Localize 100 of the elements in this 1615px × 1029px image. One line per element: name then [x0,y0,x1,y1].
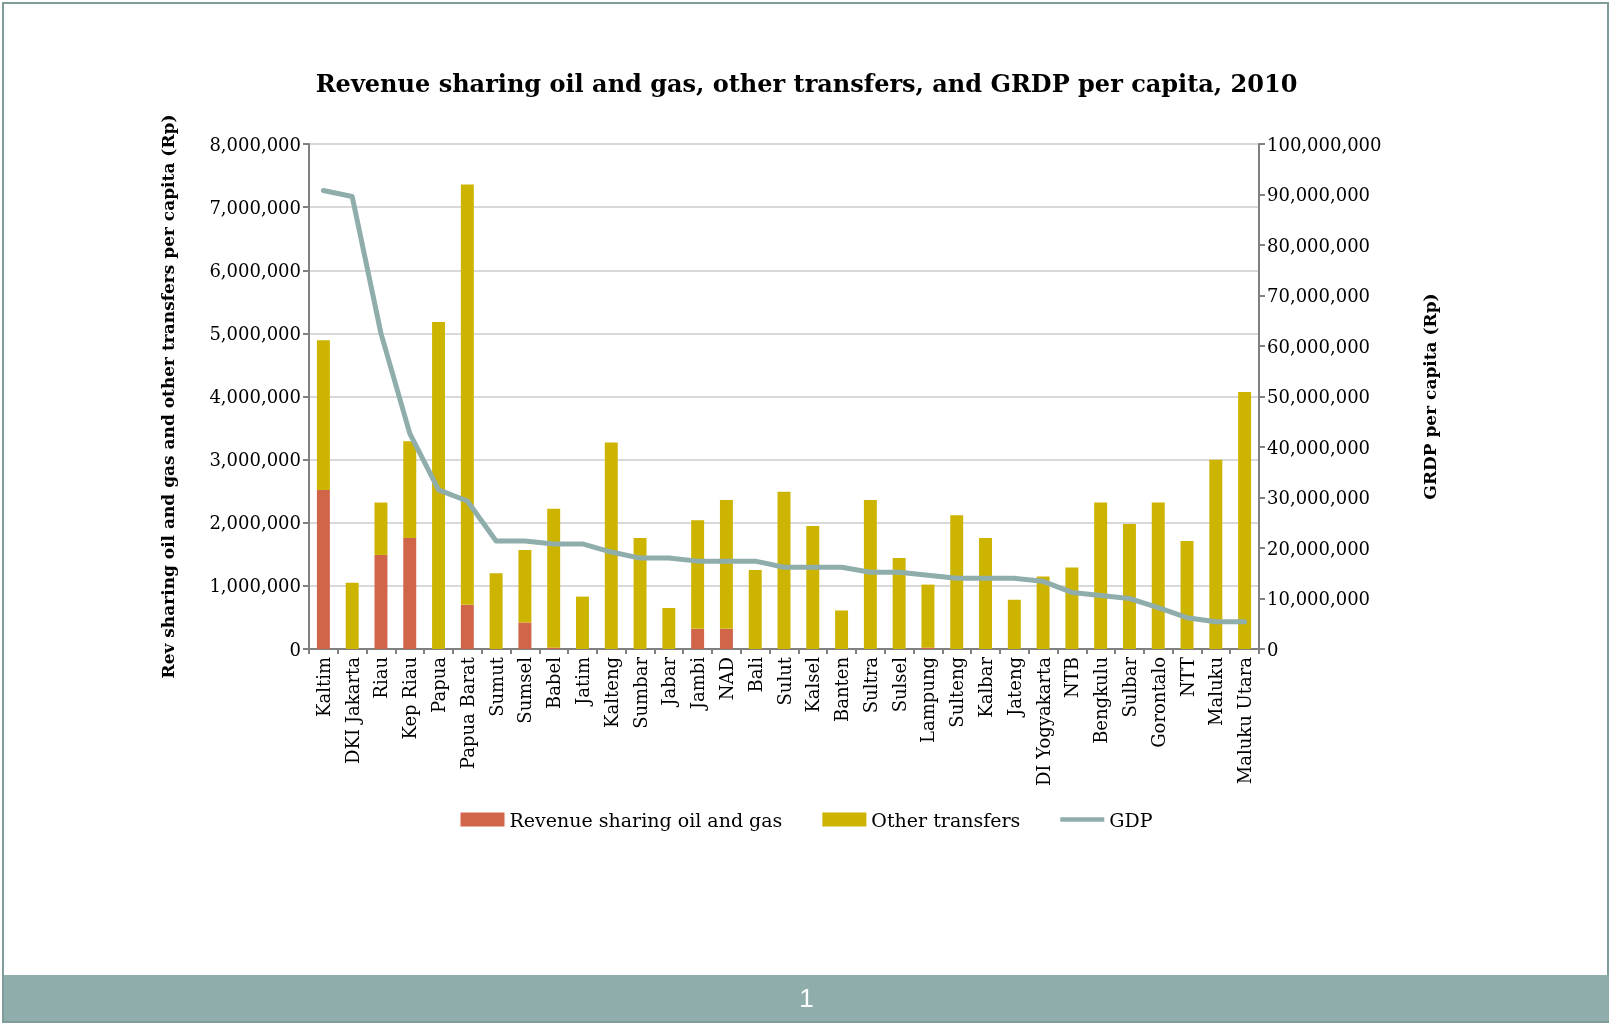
bar [748,570,762,649]
y-tick-label: 6,000,000 [209,259,301,281]
bar [604,442,618,649]
bar [518,622,532,649]
x-tick-label: Bengkulu [1090,657,1112,744]
x-tick-label: Kalsel [802,656,824,713]
x-tick-label: Kalbar [975,656,997,718]
legend-label: Revenue sharing oil and gas [509,808,783,831]
x-tick-label: DKI Jakarta [341,656,363,764]
y-tick-label: 5,000,000 [209,322,301,344]
y2-tick-label: 50,000,000 [1267,386,1371,407]
x-tick-label: Sulut [773,656,795,706]
bar [921,584,935,648]
x-tick-label: Gorontalo [1147,657,1169,748]
bar [489,573,503,649]
x-tick-label: Kaltim [312,657,334,717]
bar [892,558,906,649]
y2-tick-label: 100,000,000 [1267,133,1382,155]
y2-tick-label: 60,000,000 [1267,335,1371,357]
y2-tick-label: 90,000,000 [1267,184,1371,205]
bar [576,596,589,649]
y2-tick-label: 40,000,000 [1267,436,1371,458]
x-tick-label: NTT [1176,657,1198,698]
x-tick-label: Jambi [687,656,709,712]
bar [460,604,474,649]
bar [316,340,330,490]
x-tick-label: Banten [831,656,853,723]
x-tick-label: Sumsel [514,656,536,724]
x-tick-label: Sulbar [1118,656,1140,718]
chart-title: Revenue sharing oil and gas, other transfers, and GRDP per capita, 2010 [315,68,1298,98]
x-tick-label: Riau [370,657,392,699]
bar [1238,392,1252,649]
x-tick-label: Sumbar [629,656,651,729]
y-tick-label: 4,000,000 [209,386,301,407]
bar [863,500,877,649]
x-tick-label: Maluku [1205,657,1227,727]
bar [806,525,820,649]
bar [662,607,676,649]
y-tick-label: 0 [289,638,301,660]
y2-tick-label: 30,000,000 [1267,487,1371,508]
x-tick-label: Kep Riau [399,657,421,740]
text: 1 [4,975,1609,1021]
bar [1065,567,1079,649]
bar [1036,576,1050,649]
x-tick-label: Maluku Utara [1234,656,1256,785]
legend-label: Other transfers [871,808,1021,831]
x-tick-label: Sulteng [946,657,968,728]
bar [1007,599,1021,649]
bar [460,184,474,605]
legend-label: GDP [1109,808,1153,831]
y2-tick-label: 10,000,000 [1267,588,1371,609]
y2-tick-label: 80,000,000 [1267,234,1371,256]
x-tick-label: NAD [715,657,737,701]
x-tick-label: Jatim [571,657,593,708]
y-tick-label: 1,000,000 [209,575,301,597]
x-tick-label: Babel [543,656,565,709]
bar [777,491,791,649]
bar [1209,459,1223,649]
x-tick-label: Bali [744,656,766,693]
bar [1094,502,1108,649]
bar [835,610,849,649]
bar [691,628,705,649]
bar [691,520,705,629]
x-tick-label: DI Yogyakarta [1032,656,1054,787]
x-tick-label: Jabar [658,656,680,708]
bar [719,628,733,649]
y-tick-label: 3,000,000 [209,449,301,471]
bar [374,502,388,555]
y-tick-label: 7,000,000 [209,196,301,218]
bar [719,500,733,629]
bar [345,582,359,649]
bar [979,537,992,649]
y2-axis-title: GRDP per capita (Rp) [1420,293,1440,500]
y2-tick-label: 20,000,000 [1267,537,1371,559]
bar [633,537,647,649]
x-tick-label: Sultra [859,656,881,714]
bar [432,322,446,649]
y-tick-label: 2,000,000 [209,512,301,534]
x-tick-label: Papua Barat [456,656,478,770]
x-tick-label: Jateng [1003,657,1025,718]
x-tick-label: NTB [1061,657,1083,698]
bar [403,537,417,649]
bar [403,441,417,538]
x-tick-label: Sulsel [888,656,910,713]
bar [1122,524,1136,649]
y2-tick-label: 70,000,000 [1267,285,1371,306]
x-tick-label: Sumut [485,656,507,717]
y-tick-label: 8,000,000 [209,133,301,155]
bar [316,489,330,649]
y2-tick-label: 0 [1267,638,1279,660]
bar [547,508,561,648]
x-tick-label: Lampung [917,657,939,743]
bar [374,554,388,649]
bar [1151,502,1165,649]
bar [1180,541,1194,649]
bar [950,515,964,649]
x-tick-label: Kalteng [600,657,622,728]
y-axis-title: Rev sharing oil and gas and other transfers per capita (Rp) [158,114,178,679]
bar [518,549,532,623]
x-tick-label: Papua [428,656,450,713]
